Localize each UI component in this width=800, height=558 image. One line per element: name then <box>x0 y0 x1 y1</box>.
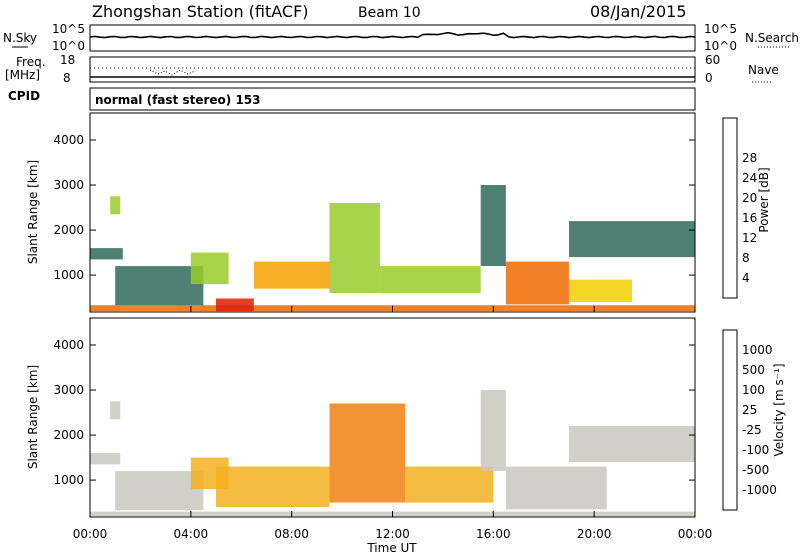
ytick-label-3: 4000 <box>53 133 84 147</box>
power-colorbar-label: Power [dB] <box>757 167 771 232</box>
colorbar-tick-4: 20 <box>742 191 757 205</box>
data-region-8 <box>480 390 506 471</box>
noise-frame <box>89 24 696 52</box>
ytick-label-1: 2000 <box>53 223 84 237</box>
noise-tick-top-left: 10^5 <box>52 22 85 36</box>
xtick-label-3: 12:00 <box>375 527 410 541</box>
ytick-label-1: 2000 <box>53 428 84 442</box>
ytick-label-3: 4000 <box>53 338 84 352</box>
cpid-text: normal (fast stereo) 153 <box>95 93 261 107</box>
noise-tick-bottom-left: 10^0 <box>52 39 85 53</box>
power-yaxis: 1000 2000 3000 4000 <box>53 133 695 282</box>
time-axis: 00:00 04:00 08:00 12:00 16:00 20:00 00:00 <box>73 306 713 541</box>
colorbar-tick-4: -25 <box>742 423 762 437</box>
data-region-10 <box>569 426 695 463</box>
station-title: Zhongshan Station (fitACF) <box>92 2 309 21</box>
xtick-label-1: 04:00 <box>174 527 209 541</box>
freq-tick-bottom: 8 <box>63 71 71 85</box>
freq-label: Freq. <box>16 55 46 69</box>
velocity-colorbar-label: Velocity [m s⁻¹] <box>772 363 786 456</box>
freq-frame <box>89 56 696 83</box>
data-region-8 <box>379 266 481 294</box>
nave-tick-top: 60 <box>705 53 720 67</box>
power-panel: 1000 2000 3000 4000 Slant Range [km] 4 8 12 16… <box>26 112 771 313</box>
freq-unit: [MHz] <box>5 68 40 82</box>
nave-label: Nave <box>748 63 779 77</box>
velocity-ylabel: Slant Range [km] <box>26 365 40 469</box>
nsky-series <box>89 31 696 39</box>
colorbar-tick-0: 1000 <box>742 343 773 357</box>
colorbar-tick-6: -500 <box>742 463 769 477</box>
data-region-12 <box>569 221 695 258</box>
data-region-5 <box>216 466 330 508</box>
data-region-6 <box>253 261 330 289</box>
power-colorbar: 4 8 12 16 20 24 28 <box>722 117 757 299</box>
velocity-data <box>90 390 695 517</box>
ytick-label-2: 3000 <box>53 178 84 192</box>
colorbar-tick-3: 16 <box>742 211 757 225</box>
beam-label: Beam 10 <box>358 5 421 21</box>
xtick-label-5: 20:00 <box>577 527 612 541</box>
data-region-4 <box>190 252 229 285</box>
colorbar-frame <box>722 117 738 299</box>
data-region-10 <box>505 261 569 305</box>
data-region-9 <box>480 185 506 266</box>
data-region-7 <box>329 203 380 293</box>
colorbar-tick-0: 4 <box>742 271 750 285</box>
ytick-label-0: 1000 <box>53 268 84 282</box>
data-region-3 <box>115 471 204 511</box>
data-region-1 <box>90 248 123 260</box>
velocity-panel: 1000 2000 3000 4000 Slant Range [km] 1000 50… <box>26 317 786 518</box>
xtick-label-2: 08:00 <box>274 527 309 541</box>
data-region-7 <box>405 466 494 503</box>
freq-panel: Freq. [MHz] 18 8 60 0 Nave <box>5 53 779 85</box>
ytick-label-0: 1000 <box>53 473 84 487</box>
colorbar-tick-2: 12 <box>742 231 757 245</box>
colorbar-tick-5: -100 <box>742 443 769 457</box>
noise-panel: N.Sky 10^5 10^0 10^5 10^0 N.Search <box>3 22 799 53</box>
xtick-label-4: 16:00 <box>476 527 511 541</box>
power-ylabel: Slant Range [km] <box>26 160 40 264</box>
cpid-panel: CPID normal (fast stereo) 153 <box>8 87 696 111</box>
date-label: 08/Jan/2015 <box>590 2 687 21</box>
nsearch-label: N.Search <box>745 31 799 45</box>
data-region-2 <box>110 401 121 420</box>
colorbar-tick-2: 100 <box>742 383 765 397</box>
velocity-yaxis: 1000 2000 3000 4000 <box>53 338 695 487</box>
noise-tick-top-right: 10^5 <box>704 22 737 36</box>
noise-tick-bottom-right: 10^0 <box>704 39 737 53</box>
xaxis-label: Time UT <box>366 541 417 554</box>
data-region-2 <box>110 196 121 215</box>
data-region-9 <box>505 466 607 510</box>
velocity-colorbar: 1000 500 100 25 -25 -100 -500 -1000 <box>722 329 777 511</box>
data-region-11 <box>569 279 632 303</box>
cpid-frame <box>89 87 696 111</box>
colorbar-tick-7: -1000 <box>742 483 777 497</box>
data-region-6 <box>329 403 406 503</box>
xtick-label-6: 00:00 <box>678 527 713 541</box>
colorbar-tick-3: 25 <box>742 403 757 417</box>
nave-dip <box>149 69 196 76</box>
ytick-label-2: 3000 <box>53 383 84 397</box>
nsky-label: N.Sky <box>3 31 37 45</box>
power-data <box>90 185 695 312</box>
data-region-1 <box>90 453 121 465</box>
freq-tick-top: 18 <box>60 53 75 67</box>
xtick-label-0: 00:00 <box>73 527 108 541</box>
data-region-3 <box>115 266 204 306</box>
colorbar-tick-1: 500 <box>742 363 765 377</box>
nave-tick-bottom: 0 <box>705 71 713 85</box>
colorbar-tick-6: 28 <box>742 151 757 165</box>
colorbar-tick-5: 24 <box>742 171 757 185</box>
colorbar-frame <box>722 329 738 511</box>
cpid-label: CPID <box>8 89 40 103</box>
data-region-5 <box>216 298 254 312</box>
colorbar-tick-1: 8 <box>742 251 750 265</box>
